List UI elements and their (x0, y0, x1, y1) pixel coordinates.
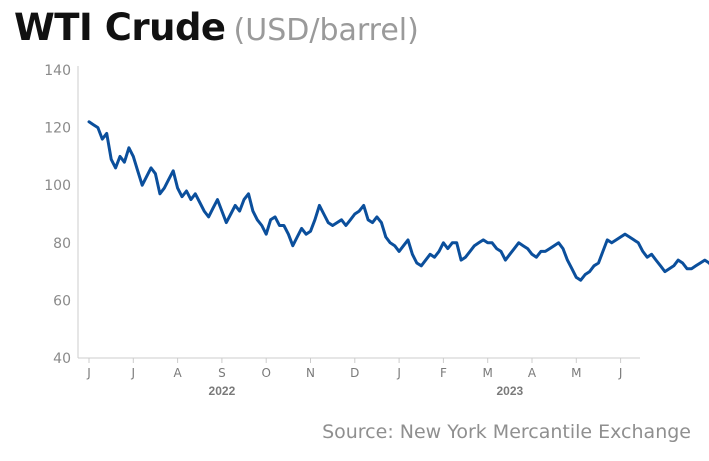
chart-title: WTI Crude (14, 6, 226, 49)
y-tick-label: 40 (53, 351, 71, 367)
x-tick-label: O (261, 366, 270, 380)
y-tick-label: 60 (53, 293, 71, 309)
y-tick-label: 140 (44, 63, 71, 79)
chart-title-block: WTI Crude (USD/barrel) (14, 6, 419, 49)
price-line (87, 120, 709, 282)
x-tick-label: F (440, 366, 447, 380)
x-tick-label: M (571, 366, 581, 380)
x-year-label: 2022 (209, 384, 236, 398)
y-tick-label: 100 (44, 178, 71, 194)
x-tick-label: N (306, 366, 315, 380)
x-tick-label: J (131, 366, 136, 380)
x-tick-label: D (350, 366, 359, 380)
x-tick-label: J (86, 366, 91, 380)
x-year-label: 2023 (496, 384, 523, 398)
x-tick-label: S (218, 366, 226, 380)
x-tick-label: M (483, 366, 493, 380)
y-tick-label: 120 (44, 121, 71, 137)
chart-subtitle: (USD/barrel) (233, 13, 419, 48)
x-tick-label: A (528, 366, 537, 380)
x-tick-label: A (173, 366, 182, 380)
y-tick-label: 80 (53, 236, 71, 252)
x-tick-label: J (396, 366, 401, 380)
source-note: Source: New York Mercantile Exchange (322, 421, 691, 443)
x-tick-label: J (618, 366, 623, 380)
